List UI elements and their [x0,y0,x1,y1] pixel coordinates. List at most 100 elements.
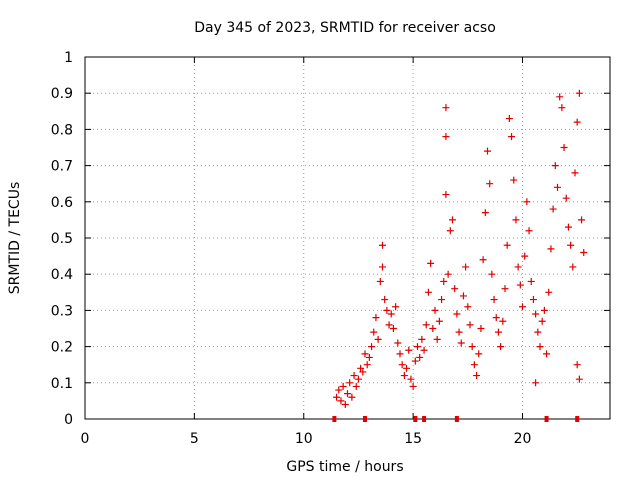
data-point [551,162,559,170]
data-point [403,364,411,372]
data-point [427,259,435,267]
data-point [383,306,391,314]
data-point [505,115,513,123]
data-point [534,328,542,336]
data-point [385,321,393,329]
zero-marker [363,416,367,422]
data-point [562,194,570,202]
data-point [525,227,533,235]
data-point [484,147,491,155]
data-point [411,357,419,365]
data-point [420,346,428,354]
data-point [466,321,474,329]
zero-marker [413,416,418,422]
data-point [475,350,483,358]
data-point [464,303,472,311]
data-point [339,382,347,390]
data-point [580,248,588,256]
data-point [532,379,540,387]
data-point [387,310,395,318]
data-point [424,288,432,296]
data-point [398,361,406,369]
data-point [451,285,459,293]
x-tick-label: 15 [404,431,422,447]
data-point [543,350,551,358]
data-point [575,375,583,383]
y-tick-label: 0.1 [51,376,73,392]
data-point [379,263,386,271]
data-point [405,346,413,354]
y-tick-label: 0.8 [51,122,73,138]
data-point [392,303,400,311]
data-point [554,183,561,191]
data-point [453,310,461,318]
x-tick-label: 10 [295,431,313,447]
zero-marker [454,416,459,422]
chart-title: Day 345 of 2023, SRMTID for receiver acs… [194,20,496,36]
data-point [521,252,529,260]
data-point [479,256,487,264]
data-point [416,353,424,361]
data-point [435,317,443,325]
data-point [459,292,467,300]
data-point [457,339,465,347]
y-tick-label: 0.5 [51,231,73,247]
data-point [510,176,518,184]
data-point [370,328,378,336]
data-point [446,227,454,235]
data-point [394,339,402,347]
data-point [365,353,373,361]
data-point [473,372,481,380]
data-point [488,270,496,278]
data-point [536,343,544,351]
data-point [442,104,450,112]
data-point [376,277,384,285]
data-points [332,89,588,422]
x-tick-label: 0 [81,431,90,447]
data-point [344,390,351,398]
y-tick-label: 0.4 [51,267,73,283]
y-tick-label: 0.3 [51,303,73,319]
data-point [497,343,505,351]
data-point [499,317,507,325]
data-point [573,361,581,369]
data-point [567,241,575,249]
data-point [501,285,509,293]
data-point [508,133,516,141]
data-point [556,93,564,101]
data-point [389,325,397,332]
data-point [400,372,408,380]
zero-marker [422,416,427,422]
x-axis-label: GPS time / hours [286,459,403,475]
data-point [348,393,356,401]
data-point [578,216,586,224]
data-point [407,375,415,383]
data-point [558,104,566,112]
data-point [418,335,426,343]
data-point [379,241,386,249]
data-point [575,89,583,97]
data-point [573,118,581,126]
data-point [333,393,341,401]
data-point [512,216,520,224]
data-point [540,306,548,314]
zero-marker [575,416,580,422]
data-point [368,343,376,351]
data-point [440,277,448,285]
axis-ticks: 00.10.20.30.40.50.60.70.80.910 5 10 15 20 [51,50,610,447]
zero-marker [332,416,337,422]
data-point [442,133,450,141]
data-point [346,379,354,387]
data-point [442,191,450,199]
data-point [564,223,572,231]
data-point [519,303,526,311]
y-tick-label: 0.2 [51,340,73,356]
data-point [560,144,568,151]
data-point [462,263,470,271]
data-point [433,335,441,343]
data-point [396,350,404,358]
data-point [449,216,456,224]
data-point [372,314,380,322]
data-point [532,310,540,318]
y-tick-label: 0.7 [51,159,73,175]
